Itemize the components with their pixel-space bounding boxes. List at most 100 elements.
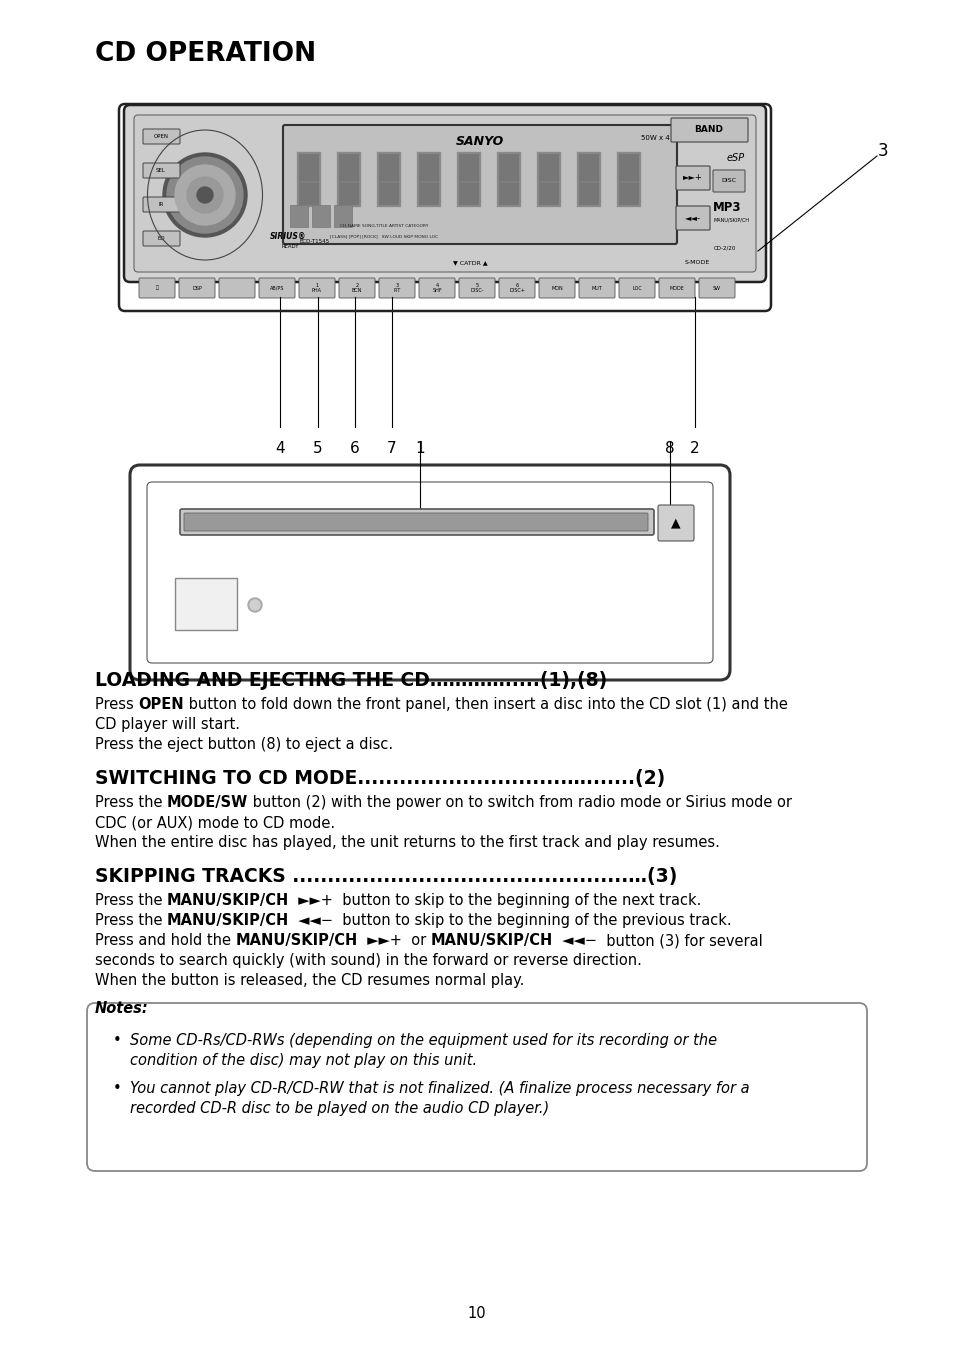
FancyBboxPatch shape bbox=[537, 153, 560, 207]
Circle shape bbox=[163, 153, 247, 236]
Text: eSP: eSP bbox=[726, 153, 744, 163]
Text: S-MODE: S-MODE bbox=[684, 259, 709, 265]
Text: Press: Press bbox=[95, 697, 138, 712]
FancyBboxPatch shape bbox=[712, 170, 744, 192]
Circle shape bbox=[167, 157, 243, 232]
Text: OPEN: OPEN bbox=[153, 134, 169, 139]
Text: 5: 5 bbox=[313, 440, 322, 457]
Text: SW: SW bbox=[712, 285, 720, 290]
FancyBboxPatch shape bbox=[298, 154, 318, 205]
Text: ▼ CATDR ▲: ▼ CATDR ▲ bbox=[453, 259, 487, 265]
Text: Press the: Press the bbox=[95, 913, 167, 928]
Text: 3
PIT: 3 PIT bbox=[393, 282, 400, 293]
Text: 8: 8 bbox=[664, 440, 674, 457]
Text: seconds to search quickly (with sound) in the forward or reverse direction.: seconds to search quickly (with sound) i… bbox=[95, 952, 641, 969]
Text: MANU/SKIP/CH: MANU/SKIP/CH bbox=[430, 934, 553, 948]
Text: button (3) for several: button (3) for several bbox=[597, 934, 761, 948]
FancyBboxPatch shape bbox=[659, 278, 695, 299]
Text: SANYO: SANYO bbox=[456, 135, 503, 149]
Text: OPEN: OPEN bbox=[138, 697, 184, 712]
Text: ▲: ▲ bbox=[671, 516, 680, 530]
Text: EQ: EQ bbox=[157, 235, 165, 240]
Text: When the button is released, the CD resumes normal play.: When the button is released, the CD resu… bbox=[95, 973, 524, 988]
FancyBboxPatch shape bbox=[338, 154, 358, 205]
Text: Press the eject button (8) to eject a disc.: Press the eject button (8) to eject a di… bbox=[95, 738, 393, 753]
Text: MON: MON bbox=[551, 285, 562, 290]
FancyBboxPatch shape bbox=[87, 1002, 866, 1171]
Text: condition of the disc) may not play on this unit.: condition of the disc) may not play on t… bbox=[130, 1052, 476, 1069]
Text: 4
SHF: 4 SHF bbox=[432, 282, 441, 293]
Text: MANU/SKIP/CH: MANU/SKIP/CH bbox=[713, 218, 749, 222]
FancyBboxPatch shape bbox=[458, 278, 495, 299]
FancyBboxPatch shape bbox=[312, 205, 330, 227]
Text: ►►+: ►►+ bbox=[357, 934, 401, 948]
Text: MODE/SW: MODE/SW bbox=[167, 794, 248, 811]
Text: recorded CD-R disc to be played on the audio CD player.): recorded CD-R disc to be played on the a… bbox=[130, 1101, 549, 1116]
Text: MANU/SKIP/CH: MANU/SKIP/CH bbox=[167, 913, 289, 928]
Bar bbox=[174, 578, 236, 630]
Circle shape bbox=[248, 598, 262, 612]
Text: button to fold down the front panel, then insert a disc into the CD slot (1) and: button to fold down the front panel, the… bbox=[184, 697, 787, 712]
Text: [CLASS] [POP] [ROCK]   SW LOUD SKIP MONO LOC: [CLASS] [POP] [ROCK] SW LOUD SKIP MONO L… bbox=[330, 234, 437, 238]
Circle shape bbox=[187, 177, 223, 213]
FancyBboxPatch shape bbox=[577, 153, 600, 207]
Text: ⓘ: ⓘ bbox=[155, 285, 158, 290]
FancyBboxPatch shape bbox=[418, 154, 438, 205]
Text: ◄◄−: ◄◄− bbox=[289, 913, 333, 928]
Text: ◄◄−: ◄◄− bbox=[553, 934, 597, 948]
FancyBboxPatch shape bbox=[139, 278, 174, 299]
FancyBboxPatch shape bbox=[456, 153, 480, 207]
Text: MANU/SKIP/CH: MANU/SKIP/CH bbox=[235, 934, 357, 948]
FancyBboxPatch shape bbox=[143, 128, 180, 145]
Text: ►►+: ►►+ bbox=[682, 173, 702, 182]
Text: button to skip to the beginning of the next track.: button to skip to the beginning of the n… bbox=[333, 893, 700, 908]
Text: BAND: BAND bbox=[694, 126, 722, 135]
FancyBboxPatch shape bbox=[338, 278, 375, 299]
Circle shape bbox=[196, 186, 213, 203]
FancyBboxPatch shape bbox=[538, 278, 575, 299]
Text: ►►+: ►►+ bbox=[289, 893, 333, 908]
FancyBboxPatch shape bbox=[378, 278, 415, 299]
Text: 2: 2 bbox=[689, 440, 700, 457]
FancyBboxPatch shape bbox=[699, 278, 734, 299]
Text: 3: 3 bbox=[877, 142, 887, 159]
Text: ECD-T1545: ECD-T1545 bbox=[299, 239, 330, 245]
Text: Press the: Press the bbox=[95, 794, 167, 811]
FancyBboxPatch shape bbox=[498, 278, 535, 299]
Text: AB/PS: AB/PS bbox=[270, 285, 284, 290]
FancyBboxPatch shape bbox=[143, 197, 180, 212]
FancyBboxPatch shape bbox=[578, 278, 615, 299]
FancyBboxPatch shape bbox=[184, 513, 647, 531]
Text: You cannot play CD-R/CD-RW that is not finalized. (A finalize process necessary : You cannot play CD-R/CD-RW that is not f… bbox=[130, 1081, 749, 1096]
Text: Press and hold the: Press and hold the bbox=[95, 934, 235, 948]
Text: LOC: LOC bbox=[632, 285, 641, 290]
FancyBboxPatch shape bbox=[133, 115, 755, 272]
FancyBboxPatch shape bbox=[219, 278, 254, 299]
Text: or: or bbox=[401, 934, 430, 948]
FancyBboxPatch shape bbox=[334, 205, 352, 227]
Text: MANU/SKIP/CH: MANU/SKIP/CH bbox=[167, 893, 289, 908]
FancyBboxPatch shape bbox=[180, 509, 654, 535]
Text: 2
BCN: 2 BCN bbox=[352, 282, 362, 293]
FancyBboxPatch shape bbox=[130, 465, 729, 680]
Text: CH-NAME SONG-TITLE ARTIST CATEGORY: CH-NAME SONG-TITLE ARTIST CATEGORY bbox=[339, 224, 428, 228]
Text: DSP: DSP bbox=[192, 285, 202, 290]
FancyBboxPatch shape bbox=[498, 154, 518, 205]
FancyBboxPatch shape bbox=[258, 278, 294, 299]
Text: SEL: SEL bbox=[156, 168, 166, 173]
Circle shape bbox=[250, 600, 260, 611]
Text: ◄◄-: ◄◄- bbox=[684, 213, 700, 223]
FancyBboxPatch shape bbox=[458, 154, 478, 205]
Text: 5
DISC-: 5 DISC- bbox=[470, 282, 483, 293]
FancyBboxPatch shape bbox=[124, 105, 765, 282]
Text: 6
DISC+: 6 DISC+ bbox=[509, 282, 524, 293]
Text: IR: IR bbox=[158, 201, 164, 207]
Text: LOADING AND EJECTING THE CD………….....(1),(8): LOADING AND EJECTING THE CD………….....(1),… bbox=[95, 671, 607, 690]
Text: When the entire disc has played, the unit returns to the first track and play re: When the entire disc has played, the uni… bbox=[95, 835, 720, 850]
FancyBboxPatch shape bbox=[298, 278, 335, 299]
Text: •: • bbox=[112, 1034, 122, 1048]
FancyBboxPatch shape bbox=[283, 126, 677, 245]
Text: button to skip to the beginning of the previous track.: button to skip to the beginning of the p… bbox=[333, 913, 731, 928]
FancyBboxPatch shape bbox=[497, 153, 520, 207]
Text: READY: READY bbox=[282, 245, 299, 249]
